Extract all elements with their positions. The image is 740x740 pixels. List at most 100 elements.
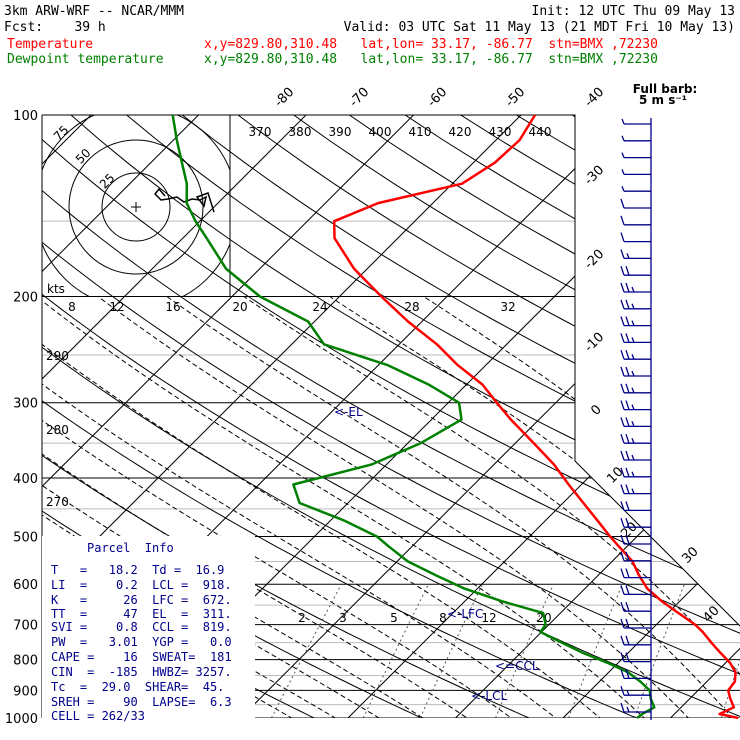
wind-barb (621, 135, 651, 142)
theta-e-label: 8 (68, 300, 76, 314)
theta-label: 390 (329, 125, 352, 139)
pressure-tick-label: 400 (13, 472, 38, 487)
wind-barb (620, 400, 651, 411)
temperature-line (332, 114, 739, 720)
isotherm-label: 40 (700, 603, 722, 625)
wind-barb (620, 669, 651, 680)
dry-adiabat (418, 115, 740, 718)
theta-label: 290 (46, 349, 69, 363)
wind-barb (620, 249, 651, 260)
isotherm-label: 30 (679, 544, 701, 566)
wind-barb (620, 601, 651, 612)
dry-adiabat (94, 115, 740, 718)
moist-adiabat (42, 296, 530, 718)
theta-label: 420 (449, 125, 472, 139)
isotherm (240, 115, 740, 718)
hodograph-ring-label: 75 (51, 123, 72, 144)
valid-time: Valid: 03 UTC Sat 11 May 13 (21 MDT Fri … (344, 20, 735, 35)
mixing-ratio-label: 2 (298, 611, 306, 625)
parcel-info-row: LI = 0.2 LCL = 918. (51, 578, 232, 592)
isotherm-label: 0 (588, 402, 604, 418)
dewpoint-line (171, 114, 656, 719)
pressure-tick-label: 100 (13, 109, 38, 124)
dry-adiabat (42, 115, 740, 718)
hodograph-unit: kts (47, 282, 65, 296)
parcel-info-row: TT = 47 EL = 311. (51, 607, 232, 621)
isotherm (42, 115, 414, 718)
dry-adiabat (256, 115, 740, 718)
dry-adiabat (42, 115, 668, 718)
barb-legend-line2: 5 m s⁻¹ (639, 93, 687, 107)
dry-adiabat (42, 115, 740, 718)
mixing-ratio-label: 3 (339, 611, 347, 625)
wind-barb (620, 635, 651, 646)
theta-e-label: 20 (232, 300, 247, 314)
moist-adiabat (42, 296, 659, 718)
parcel-info-row: CIN = -185 HWBZ= 3257. (51, 665, 232, 679)
parcel-info-row: SVI = 0.8 CCL = 819. (51, 620, 232, 634)
wind-barb (620, 568, 651, 579)
isotherm-label: -80 (272, 85, 298, 111)
hodograph-trace (153, 187, 215, 213)
wind-barb (620, 534, 651, 545)
dry-adiabat (148, 115, 740, 718)
isotherm-label: -60 (425, 85, 451, 111)
el-marker: <-EL (334, 405, 363, 419)
mixing-ratio-label: 12 (481, 611, 496, 625)
parcel-info-row: Tc = 29.0 SHEAR= 45. (51, 680, 224, 694)
moist-adiabat (42, 296, 573, 718)
theta-label: 280 (46, 423, 69, 437)
dewpoint-legend-label: Dewpoint temperature (7, 52, 164, 67)
pressure-tick-label: 900 (13, 684, 38, 699)
parcel-info-row: CELL = 262/33 (51, 709, 145, 723)
wind-barb (620, 366, 651, 377)
moist-adiabat (42, 296, 486, 718)
wind-barb (620, 232, 651, 243)
isotherm-label: -10 (582, 330, 608, 356)
parcel-info-row: T = 18.2 Td = 16.9 (51, 563, 224, 577)
theta-e-label: 32 (500, 300, 515, 314)
wind-barb (620, 702, 651, 713)
mixing-ratio-line (633, 584, 685, 718)
wind-barb (620, 215, 651, 226)
dry-adiabat (310, 115, 740, 718)
moist-adiabat (243, 296, 740, 718)
wind-barb (620, 618, 651, 629)
pressure-tick-label: 600 (13, 578, 38, 593)
mixing-ratio-label: 5 (390, 611, 398, 625)
lcl-marker: <-LCL (471, 689, 507, 703)
isotherm (670, 115, 740, 718)
wind-barb (620, 685, 651, 696)
theta-e-label: 24 (312, 300, 327, 314)
isotherm (42, 115, 199, 718)
parcel-info-row: K = 26 LFC = 672. (51, 593, 232, 607)
wind-barb (620, 551, 651, 562)
wind-barb (620, 265, 651, 276)
theta-label: 270 (46, 495, 69, 509)
wind-barb (620, 299, 651, 310)
wind-barb (620, 198, 651, 209)
dewpoint-location: x,y=829.80,310.48 lat,lon= 33.17, -86.77… (204, 52, 658, 67)
parcel-info-row: CAPE = 16 SWEAT= 181 (51, 650, 232, 664)
wind-barb (621, 185, 651, 192)
parcel-info-row: SREH = 90 LAPSE= 6.3 (51, 695, 232, 709)
dry-adiabat (580, 115, 740, 718)
isotherm (42, 115, 307, 718)
wind-barb (620, 433, 651, 444)
wind-barb (621, 152, 651, 159)
wind-barb (621, 169, 651, 176)
wind-barb (620, 517, 651, 528)
wind-barb (620, 585, 651, 596)
dry-adiabat (364, 115, 740, 718)
hodograph-ring-label: 50 (73, 146, 94, 167)
temperature-legend-label: Temperature (7, 37, 93, 52)
wind-barb (620, 333, 651, 344)
theta-label: 410 (409, 125, 432, 139)
model-title: 3km ARW-WRF -- NCAR/MMM (4, 4, 184, 19)
mixing-ratio-line (419, 583, 483, 718)
pressure-tick-label: 800 (13, 654, 38, 669)
isotherm (562, 115, 740, 718)
pressure-tick-label: 500 (13, 530, 38, 545)
